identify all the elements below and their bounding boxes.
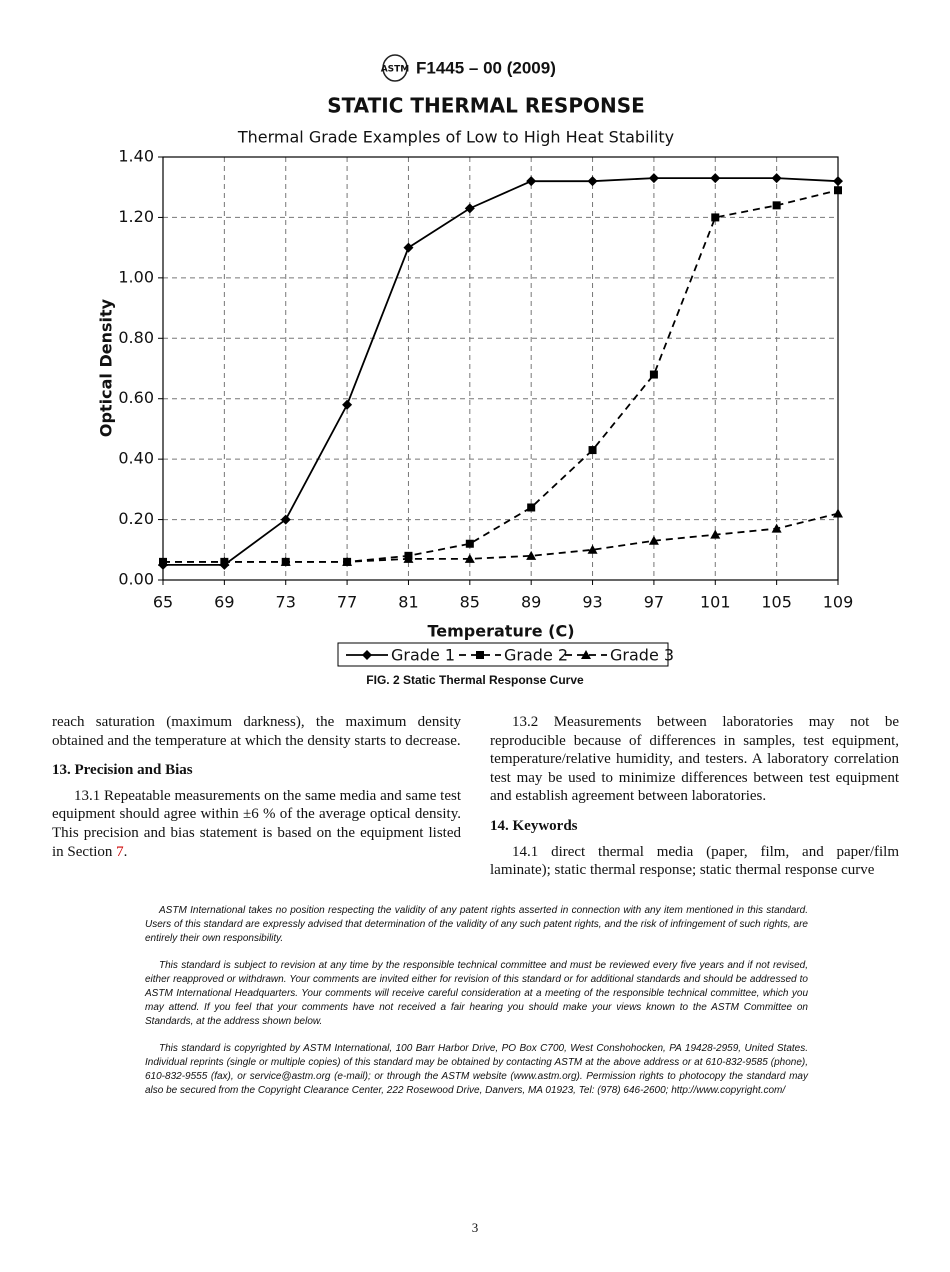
y-tick-label: 1.00 bbox=[118, 267, 154, 286]
marker bbox=[342, 399, 353, 410]
notice: ASTM International takes no position res… bbox=[145, 905, 808, 944]
figure: ASTM F1445 – 00 (2009) STATIC THERMAL RE… bbox=[97, 54, 854, 687]
marker bbox=[833, 508, 843, 518]
x-tick-label: 101 bbox=[700, 593, 731, 612]
designation: F1445 – 00 (2009) bbox=[416, 58, 556, 77]
legend-marker bbox=[581, 650, 591, 659]
section-heading: 14. Keywords bbox=[490, 817, 578, 834]
x-tick-label: 105 bbox=[761, 593, 792, 612]
x-tick-label: 81 bbox=[398, 593, 418, 612]
plot-frame bbox=[162, 156, 839, 581]
paragraph: 14.1 direct thermal media (paper, film, … bbox=[490, 843, 899, 879]
x-tick-label: 85 bbox=[460, 593, 480, 612]
marker bbox=[280, 514, 291, 525]
astm-logo: ASTM bbox=[381, 54, 410, 82]
x-tick-label: 109 bbox=[823, 593, 854, 612]
legend-marker bbox=[362, 650, 372, 660]
marker bbox=[833, 176, 843, 187]
text: . bbox=[123, 843, 128, 860]
series-line bbox=[163, 189, 839, 563]
y-axis-label: Optical Density bbox=[97, 298, 116, 437]
legend-marker bbox=[476, 651, 484, 659]
y-tick-label: 1.20 bbox=[118, 207, 154, 226]
x-tick-label: 89 bbox=[521, 593, 541, 612]
y-tick-label: 0.00 bbox=[118, 570, 154, 589]
y-tick-label: 0.40 bbox=[118, 449, 154, 468]
marker bbox=[464, 553, 475, 563]
y-tick-label: 0.20 bbox=[118, 509, 154, 528]
marker bbox=[403, 242, 414, 253]
x-axis-label: Temperature (C) bbox=[427, 622, 574, 641]
series-line bbox=[163, 512, 839, 563]
marker bbox=[404, 551, 413, 560]
section-link[interactable]: 7 bbox=[116, 843, 124, 860]
notice: This standard is subject to revision at … bbox=[145, 960, 808, 1027]
marker bbox=[834, 186, 842, 195]
left-column: reach saturation (maximum darkness), the… bbox=[52, 713, 461, 861]
marker bbox=[771, 173, 782, 184]
x-tick-label: 73 bbox=[276, 593, 296, 612]
marker bbox=[649, 370, 658, 379]
x-tick-label: 77 bbox=[337, 593, 357, 612]
marker bbox=[464, 203, 475, 214]
marker bbox=[527, 503, 536, 512]
x-tick-label: 97 bbox=[644, 593, 664, 612]
marker bbox=[465, 539, 474, 548]
notices: ASTM International takes no position res… bbox=[145, 904, 808, 1112]
figure-caption: FIG. 2 Static Thermal Response Curve bbox=[366, 673, 584, 687]
text: 13.1 Repeatable measurements on the same… bbox=[52, 787, 461, 860]
y-tick-label: 0.80 bbox=[118, 328, 154, 347]
x-tick-label: 93 bbox=[582, 593, 602, 612]
y-tick-label: 1.40 bbox=[118, 147, 154, 166]
chart-title: STATIC THERMAL RESPONSE bbox=[327, 94, 645, 118]
legend-box bbox=[337, 642, 669, 667]
marker bbox=[281, 557, 290, 566]
marker bbox=[771, 523, 782, 533]
legend-label: Grade 2 bbox=[504, 646, 568, 665]
marker bbox=[648, 173, 659, 184]
marker bbox=[219, 559, 230, 570]
marker bbox=[158, 559, 168, 570]
chart-subtitle: Thermal Grade Examples of Low to High He… bbox=[237, 128, 674, 147]
legend: Grade 1 Grade 2 Grade 3 bbox=[337, 642, 674, 667]
right-column: 13.2 Measurements between laboratories m… bbox=[490, 713, 899, 880]
paragraph: 13.2 Measurements between laboratories m… bbox=[490, 714, 899, 805]
notice: This standard is copyrighted by ASTM Int… bbox=[145, 1043, 808, 1096]
marker bbox=[772, 201, 781, 210]
y-tick-label: 0.60 bbox=[118, 388, 154, 407]
marker bbox=[710, 173, 721, 184]
svg-text:ASTM: ASTM bbox=[381, 65, 410, 75]
marker bbox=[587, 176, 598, 187]
paragraph: 13.1 Repeatable measurements on the same… bbox=[52, 787, 461, 861]
series-line bbox=[163, 177, 839, 566]
marker bbox=[588, 446, 597, 455]
x-tick-label: 69 bbox=[214, 593, 234, 612]
marker bbox=[710, 529, 721, 539]
marker bbox=[587, 544, 598, 554]
marker bbox=[526, 176, 537, 187]
page-number: 3 bbox=[471, 1220, 479, 1235]
legend-label: Grade 3 bbox=[610, 646, 674, 665]
paragraph: reach saturation (maximum darkness), the… bbox=[52, 714, 461, 749]
marker bbox=[343, 557, 352, 566]
legend-label: Grade 1 bbox=[391, 646, 455, 665]
marker bbox=[648, 535, 659, 545]
marker bbox=[526, 550, 537, 560]
section-heading: 13. Precision and Bias bbox=[52, 762, 193, 779]
x-tick-label: 65 bbox=[153, 593, 173, 612]
marker bbox=[711, 213, 720, 222]
